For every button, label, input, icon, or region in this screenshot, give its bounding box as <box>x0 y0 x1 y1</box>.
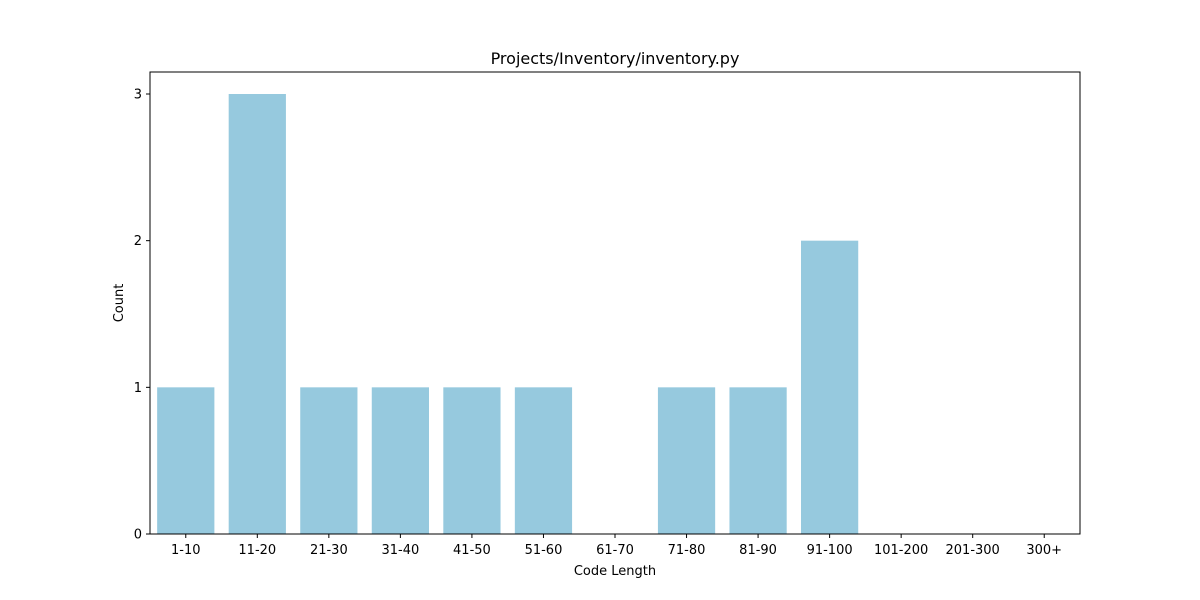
y-axis-label: Count <box>112 284 127 323</box>
plot-area-frame <box>149 71 1081 535</box>
x-axis-label: Code Length <box>574 564 656 579</box>
x-tick-label: 31-40 <box>381 543 419 558</box>
x-tick-label: 51-60 <box>525 543 563 558</box>
bar-91-100 <box>801 240 859 534</box>
x-tick-label: 81-90 <box>739 543 777 558</box>
bar-51-60 <box>514 387 573 534</box>
x-tick-label: 201-300 <box>946 543 1000 558</box>
y-axis: 0 1 2 3 <box>134 88 150 543</box>
chart-title: Projects/Inventory/inventory.py <box>491 49 740 68</box>
x-tick-label: 61-70 <box>596 543 634 558</box>
x-tick-label: 1-10 <box>171 543 201 558</box>
x-tick-label: 101-200 <box>874 543 928 558</box>
y-tick-label: 1 <box>134 381 142 396</box>
x-tick-label: 21-30 <box>310 543 348 558</box>
y-tick-label: 3 <box>134 88 142 103</box>
x-tick-label: 71-80 <box>668 543 706 558</box>
y-tick-label: 0 <box>134 528 142 543</box>
bar-11-20 <box>228 94 286 534</box>
x-tick-label: 11-20 <box>238 543 276 558</box>
bar-71-80 <box>657 387 716 534</box>
bar-1-10 <box>157 387 215 534</box>
bar-31-40 <box>371 387 429 534</box>
bar-21-30 <box>300 387 358 534</box>
x-tick-label: 91-100 <box>807 543 853 558</box>
y-tick-label: 2 <box>134 234 142 249</box>
x-axis: 1-10 11-20 21-30 31-40 41-50 51-60 61-70 71-80 8… <box>171 534 1062 558</box>
x-tick-label: 41-50 <box>453 543 491 558</box>
bars-group <box>157 94 859 534</box>
x-tick-label: 300+ <box>1026 543 1062 558</box>
bar-81-90 <box>729 387 787 534</box>
bar-41-50 <box>443 387 501 534</box>
